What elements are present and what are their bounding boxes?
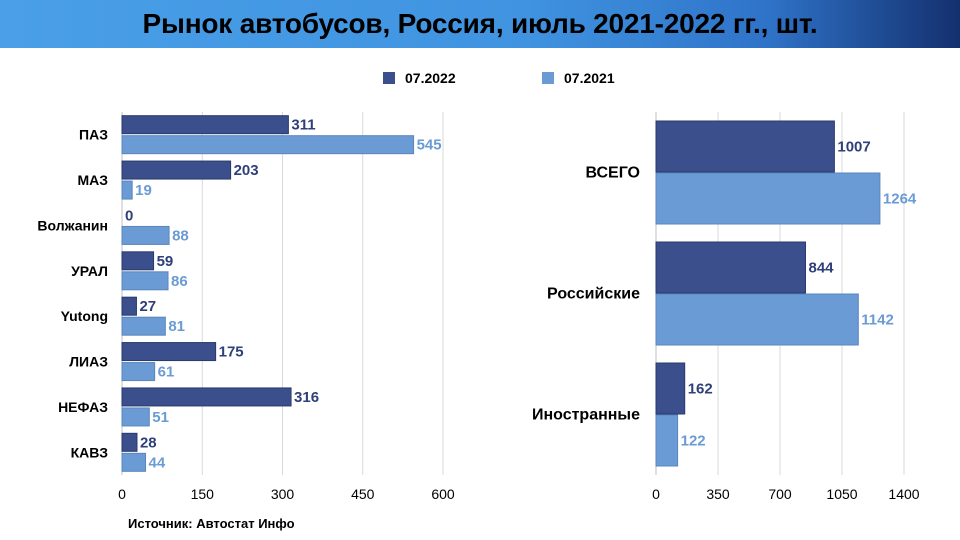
chart0-category-label: МАЗ <box>77 172 108 188</box>
chart0-data-label-2022: 28 <box>140 434 157 451</box>
chart1-data-label-2022: 162 <box>688 381 713 398</box>
source-note: Источник: Автостат Инфо <box>128 516 295 531</box>
chart1-category-label: Российские <box>547 286 640 303</box>
chart0-data-label-2021: 19 <box>135 182 152 199</box>
chart1-bar-2022 <box>655 120 835 173</box>
chart0-data-label-2021: 88 <box>172 227 189 244</box>
chart0-bar-2022 <box>121 160 232 180</box>
chart0-bar-2022 <box>121 115 289 135</box>
chart0-bar-2022 <box>121 296 137 316</box>
chart1-bar-2021 <box>655 414 679 467</box>
chart0-data-label-2022: 203 <box>234 162 259 179</box>
chart0-bar-2021 <box>121 180 133 200</box>
chart0-bar-2021 <box>121 135 415 155</box>
chart1-x-tick-label: 700 <box>768 486 792 502</box>
chart0-data-label-2021: 545 <box>417 137 442 154</box>
chart0-x-tick-label: 300 <box>271 486 295 502</box>
legend-label-2022: 07.2022 <box>405 70 456 86</box>
chart0-data-label-2022: 59 <box>157 253 174 270</box>
title-banner <box>0 0 960 48</box>
chart1-data-label-2021: 122 <box>681 433 706 450</box>
legend-swatch-2021 <box>542 72 554 84</box>
chart0-bar-2022 <box>121 432 138 452</box>
chart1-x-tick-label: 1400 <box>888 486 919 502</box>
chart0-bar-2021 <box>121 271 169 291</box>
chart1-bar-2022 <box>655 241 807 294</box>
chart0-data-label-2021: 44 <box>149 454 166 471</box>
chart1-data-label-2022: 844 <box>809 260 835 277</box>
chart0-data-label-2021: 51 <box>152 409 169 426</box>
chart0-data-label-2021: 86 <box>171 273 188 290</box>
chart0-category-label: Yutong <box>61 308 108 324</box>
legend-item-2021: 07.2021 <box>542 66 615 90</box>
chart1-x-tick-label: 1050 <box>826 486 857 502</box>
chart0-category-label: ПАЗ <box>79 127 108 143</box>
chart0-bar-2022 <box>121 342 217 362</box>
chart1-data-label-2022: 1007 <box>837 139 870 156</box>
chart0-x-tick-label: 0 <box>118 486 126 502</box>
chart1-x-tick-label: 0 <box>652 486 660 502</box>
chart1-x-tick-label: 350 <box>706 486 730 502</box>
chart0-data-label-2021: 81 <box>168 318 185 335</box>
legend-label-2021: 07.2021 <box>564 70 615 86</box>
chart-title: Рынок автобусов, Россия, июль 2021-2022 … <box>142 8 818 39</box>
chart1-bar-2021 <box>655 293 859 346</box>
chart0-bar-2021 <box>121 316 166 336</box>
chart1-data-label-2021: 1264 <box>883 191 917 208</box>
legend-swatch-2022 <box>383 72 395 84</box>
chart0-data-label-2021: 61 <box>158 364 175 381</box>
chart0-bar-2021 <box>121 225 170 245</box>
chart1-category-label: Иностранные <box>532 407 640 424</box>
chart0-bar-2021 <box>121 407 150 427</box>
chart0-data-label-2022: 27 <box>139 298 156 315</box>
chart0-data-label-2022: 316 <box>294 389 319 406</box>
chart0-data-label-2022: 175 <box>219 344 244 361</box>
legend: 07.2022 07.2021 <box>0 66 960 90</box>
chart0-x-tick-label: 150 <box>191 486 215 502</box>
chart0-bar-2022 <box>121 387 292 407</box>
chart1-data-label-2021: 1142 <box>861 312 894 329</box>
chart0-data-label-2022: 311 <box>291 117 315 134</box>
chart0-category-label: НЕФАЗ <box>58 399 108 415</box>
chart1-bar-2021 <box>655 172 881 225</box>
chart1-category-label: ВСЕГО <box>586 165 640 182</box>
chart0-category-label: Волжанин <box>37 217 108 233</box>
chart0-x-tick-label: 600 <box>431 486 455 502</box>
chart0-category-label: КАВЗ <box>71 444 109 460</box>
chart1-bar-2022 <box>655 362 686 415</box>
legend-item-2022: 07.2022 <box>383 66 456 90</box>
chart0-bar-2022 <box>121 251 155 271</box>
chart0-bar-2021 <box>121 452 147 472</box>
chart0-category-label: УРАЛ <box>71 263 108 279</box>
chart0-category-label: ЛИАЗ <box>69 354 108 370</box>
chart0-x-tick-label: 450 <box>351 486 375 502</box>
chart0-data-label-2022: 0 <box>125 207 133 224</box>
chart0-bar-2021 <box>121 362 156 382</box>
